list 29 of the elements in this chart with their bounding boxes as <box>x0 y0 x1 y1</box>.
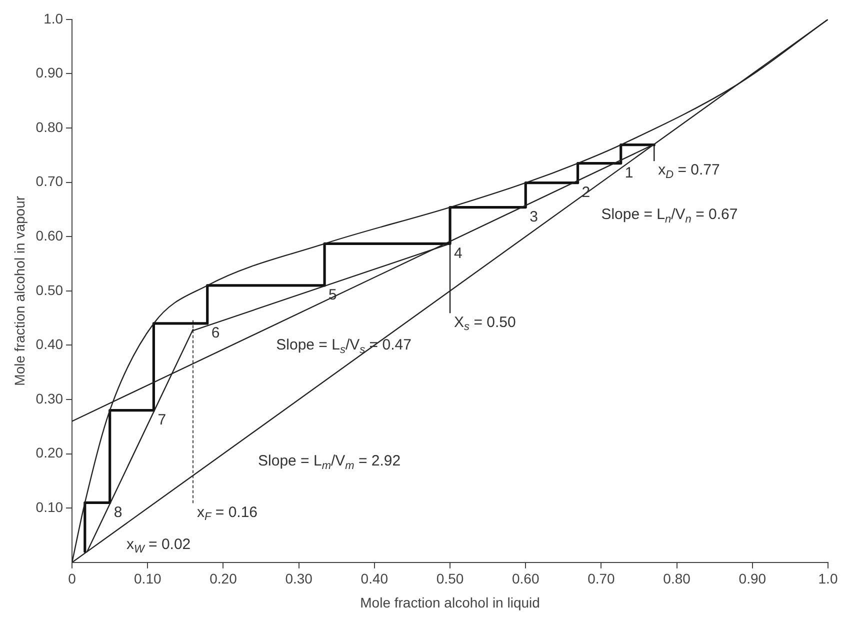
x-axis-title: Mole fraction alcohol in liquid <box>360 594 540 610</box>
annotation: 6 <box>211 324 220 342</box>
y-tick-label: 0.40 <box>36 336 64 352</box>
y-tick-label: 0.60 <box>36 227 64 244</box>
y-tick-label: 0.10 <box>36 498 64 515</box>
annotation: 3 <box>530 208 538 226</box>
annotation: 1 <box>624 164 634 182</box>
x-tick-label: 0.50 <box>436 570 464 587</box>
y-tick-label: 0.70 <box>36 173 64 190</box>
annotation: 7 <box>158 412 166 428</box>
x-tick-label: 0.40 <box>360 570 388 587</box>
y-tick-label: 0.20 <box>36 444 64 461</box>
y-tick-label: 0.50 <box>36 282 64 298</box>
y-tick-label: 0.30 <box>36 390 64 406</box>
annotation: 4 <box>454 244 462 262</box>
y-tick-label: 0.90 <box>36 64 64 81</box>
y-tick-label: 0.80 <box>36 118 64 135</box>
annotation: 8 <box>114 504 122 521</box>
x-tick-label: 0.20 <box>210 570 238 587</box>
x-tick-label: 0.90 <box>738 570 766 587</box>
x-tick-label: 0 <box>68 570 76 587</box>
x-tick-label: 0.10 <box>134 570 162 587</box>
x-tick-label: 0.30 <box>285 570 313 587</box>
x-tick-label: 1.0 <box>818 570 838 587</box>
x-tick-label: 0.80 <box>663 570 691 587</box>
y-tick-label: 1.0 <box>44 10 64 26</box>
x-tick-label: 0.70 <box>588 570 616 587</box>
x-tick-label: 0.60 <box>512 570 540 587</box>
y-axis-title: Mole fraction alcohol in vapour <box>11 196 28 386</box>
